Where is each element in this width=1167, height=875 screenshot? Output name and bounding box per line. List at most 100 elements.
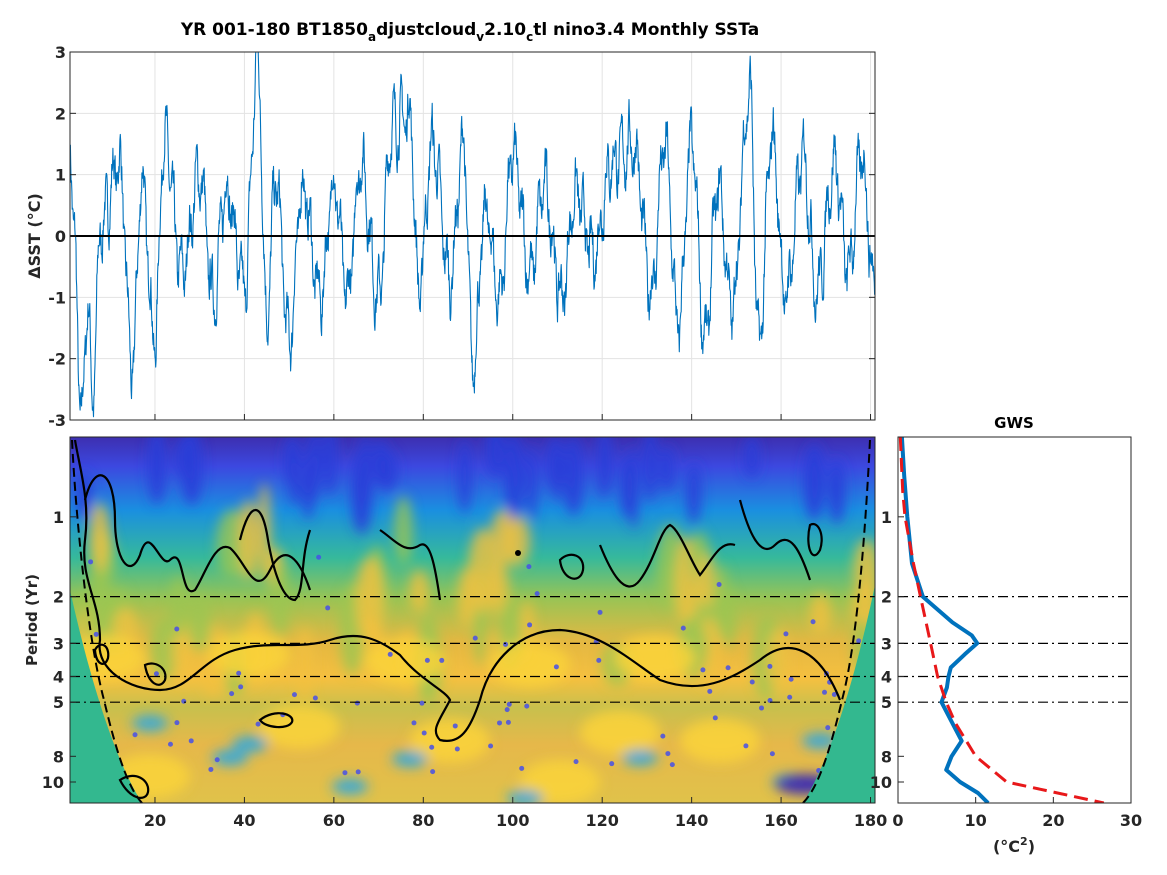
power-blob (332, 778, 368, 795)
significance-contour (379, 529, 442, 601)
power-minimum (743, 743, 749, 749)
power-blob (232, 736, 268, 753)
power-minimum (716, 581, 722, 587)
power-blob (169, 575, 188, 637)
y-tick-label: 2 (881, 588, 892, 607)
x-tick-label: 30 (1120, 811, 1142, 830)
power-blob (715, 565, 729, 638)
y-tick-label: 5 (881, 693, 892, 712)
power-blob (686, 462, 701, 524)
y-tick-label: 10 (870, 773, 892, 792)
power-minimum (312, 695, 318, 701)
wavelet-y-ticks: 1 2 3 4 5 8 10 (42, 508, 76, 792)
y-tick-label: 1 (53, 508, 64, 527)
power-minimum (725, 665, 731, 671)
power-minimum (825, 725, 831, 731)
power-minimum (181, 698, 187, 704)
power-minimum (810, 619, 816, 625)
power-blob (468, 528, 498, 613)
power-minimum (325, 605, 331, 611)
significance-contour (83, 474, 312, 593)
power-blob (409, 569, 429, 613)
gws-title: GWS (994, 414, 1034, 432)
power-blob (322, 437, 338, 496)
power-minimum (609, 761, 615, 767)
power-minimum (524, 703, 530, 709)
y-tick-label: 0 (55, 227, 66, 246)
x-tick-label: 10 (965, 811, 987, 830)
power-blob (237, 499, 260, 581)
power-minimum (769, 751, 775, 757)
power-minimum (856, 638, 862, 644)
power-blob (458, 438, 471, 515)
power-minimum (680, 625, 686, 631)
timeseries-y-label: ΔSST (°C) (25, 193, 44, 279)
significance-contour (118, 774, 150, 799)
power-minimum (506, 701, 512, 707)
power-blob (302, 453, 315, 520)
power-minimum (424, 657, 430, 663)
y-tick-label: 3 (881, 634, 892, 653)
power-minimum (660, 733, 666, 739)
power-minimum (553, 664, 559, 670)
power-minimum (238, 684, 244, 690)
power-minimum (208, 766, 214, 772)
x-tick-label: 120 (585, 811, 618, 830)
x-tick-label: 60 (323, 811, 345, 830)
x-tick-label: 180 (854, 811, 887, 830)
power-minimum (504, 707, 510, 713)
power-minimum (153, 671, 159, 677)
power-blob (260, 704, 340, 749)
power-blob (289, 463, 301, 506)
power-blob (680, 718, 760, 763)
power-blob (503, 514, 531, 567)
significance-spectrum (898, 437, 1105, 803)
power-blob (615, 635, 695, 680)
power-minimum (497, 720, 503, 726)
power-minimum (488, 743, 494, 749)
power-minimum (573, 759, 579, 765)
power-blob (526, 444, 538, 522)
power-blob (376, 449, 398, 492)
power-minimum (342, 770, 348, 776)
power-minimum (831, 692, 837, 698)
power-blob (504, 437, 524, 521)
power-blob (490, 642, 570, 687)
power-blob (744, 437, 760, 479)
power-blob (507, 790, 543, 803)
power-minimum (421, 730, 427, 736)
power-minimum (822, 689, 828, 695)
significance-contour (807, 522, 823, 557)
power-minimum (505, 719, 511, 725)
power-minimum (700, 667, 706, 673)
cone-of-influence-right (803, 585, 875, 803)
wavelet-y-label: Period (Yr) (23, 574, 41, 666)
power-minimum (439, 657, 445, 663)
power-blob (546, 437, 564, 493)
significance-contour (515, 550, 521, 556)
power-minimum (291, 692, 297, 698)
power-blob (520, 760, 600, 803)
figure-title: YR 001-180 BT1850adjustcloudv2.10ctl nin… (180, 20, 759, 44)
y-tick-label: 4 (53, 667, 64, 686)
power-minimum (472, 635, 478, 641)
power-blob (355, 556, 385, 643)
power-minimum (387, 651, 393, 657)
power-blob (212, 749, 248, 766)
x-tick-label: 160 (764, 811, 797, 830)
power-minimum (596, 657, 602, 663)
x-tick-label: 20 (144, 811, 166, 830)
power-minimum (316, 554, 322, 560)
power-minimum (503, 641, 509, 647)
x-tick-label: 40 (233, 811, 255, 830)
power-minimum (759, 705, 765, 711)
power-minimum (597, 609, 603, 615)
x-tick-label: 100 (496, 811, 529, 830)
power-minimum (411, 720, 417, 726)
power-blob (393, 496, 413, 565)
power-blob (358, 437, 371, 502)
power-minimum (354, 700, 360, 706)
y-tick-label: -2 (48, 350, 66, 369)
